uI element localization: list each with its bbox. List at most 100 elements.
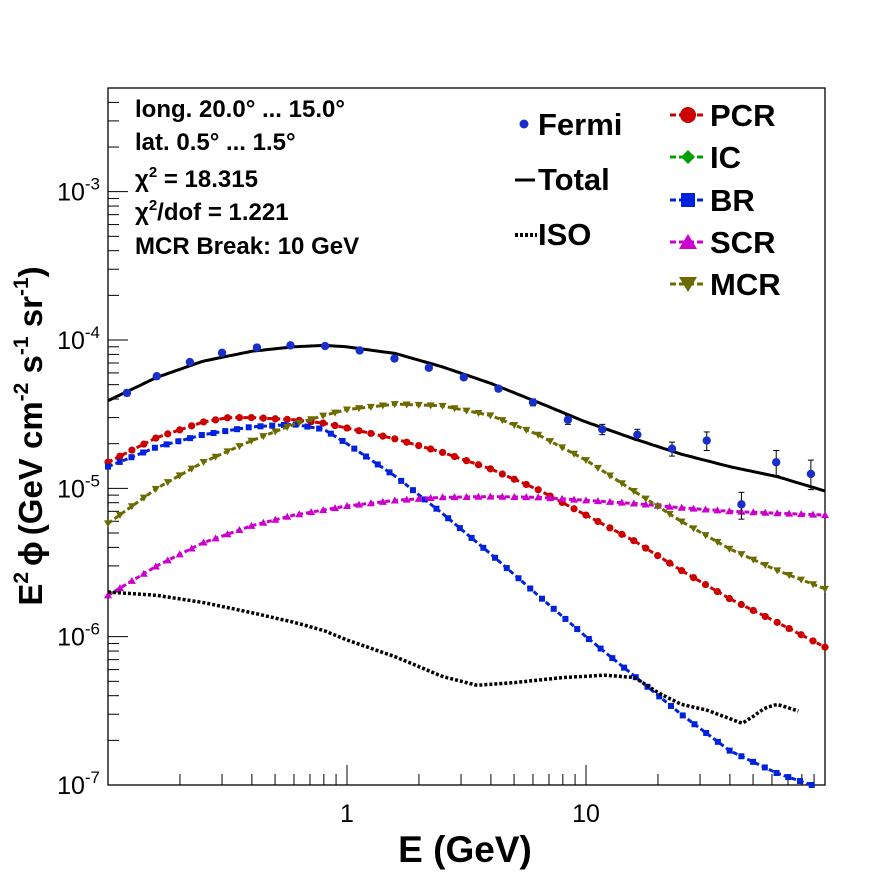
series-mcr-point (821, 585, 829, 593)
series-br-point (128, 454, 135, 461)
series-br-point (773, 770, 780, 777)
series-mcr-point (127, 503, 136, 511)
series-br-point (585, 636, 592, 643)
legend-fermi-marker (519, 119, 529, 129)
series-scr-point (402, 495, 411, 503)
y-axis-label-exp3: -1 (10, 277, 33, 296)
series-pcr-point (534, 486, 542, 494)
series-br-point (386, 469, 393, 476)
y-tick-label: 10-7 (57, 768, 100, 800)
series-br-point (515, 575, 522, 582)
series-scr-point (247, 521, 256, 529)
series-pcr-point (522, 480, 530, 489)
series-mcr-point (175, 472, 184, 480)
series-scr-point (223, 530, 232, 538)
series-mcr-point (414, 401, 423, 409)
series-scr-point (570, 495, 579, 503)
series-pcr-point (666, 559, 674, 567)
series-br-point (210, 429, 217, 436)
series-pcr-point (486, 465, 494, 473)
series-pcr-point (403, 438, 411, 446)
series-scr-point (127, 576, 136, 584)
series-pcr-point (821, 643, 829, 651)
series-mcr-point (486, 412, 495, 420)
y-axis-label-phi: ϕ (12, 541, 49, 566)
fermi-point (122, 388, 132, 398)
series-pcr-point (678, 567, 686, 575)
series-scr-point (426, 494, 435, 502)
series-scr-point (665, 502, 674, 510)
series-pcr-point (367, 429, 375, 438)
series-mcr-point (725, 545, 734, 553)
series-scr-point (175, 550, 184, 558)
series-pcr-point (355, 427, 363, 435)
series-pcr-point (379, 432, 387, 440)
series-mcr-point (558, 444, 567, 452)
series-pcr-point (570, 505, 578, 513)
series-scr-point (414, 494, 423, 502)
y-axis-label-exp1: -2 (10, 383, 33, 402)
series-mcr-point (223, 448, 232, 456)
series-mcr-point (546, 438, 555, 446)
series-pcr-point (450, 452, 459, 461)
series-mcr-point (701, 532, 710, 540)
series-scr-point (187, 544, 196, 552)
x-axis-label: E (GeV) (398, 829, 532, 870)
series-br-point (550, 605, 557, 612)
series-br-point (198, 432, 205, 439)
series-scr-point (809, 510, 818, 518)
series-mcr-point (187, 465, 196, 473)
fermi-point (185, 357, 195, 367)
series-mcr-point (534, 431, 543, 439)
series-mcr-point (605, 472, 614, 480)
series-mcr-point (199, 459, 208, 467)
series-pcr-point (642, 544, 650, 552)
series-scr-point (605, 497, 614, 505)
legend-ic-label: IC (710, 140, 741, 175)
y-axis-label-sq: 2 (10, 572, 33, 584)
series-mcr-point (211, 453, 220, 461)
series-scr-point (438, 493, 447, 501)
series-scr-point (701, 505, 710, 513)
series-mcr-point (462, 407, 471, 415)
fermi-point (494, 384, 503, 393)
series-br-point (797, 778, 804, 785)
series-pcr-point (283, 415, 291, 424)
series-pcr-point (606, 524, 614, 532)
series-scr-point (725, 507, 734, 515)
series-pcr-point (331, 421, 339, 430)
series-pcr-point (235, 413, 244, 422)
series-mcr-point (247, 437, 256, 445)
series-mcr-point (749, 556, 758, 564)
series-scr-point (486, 492, 495, 500)
series-mcr-point (426, 402, 435, 410)
series-pcr-point (630, 537, 638, 545)
series-br-point (433, 505, 440, 512)
y-axis-label-unit: (GeV cm (12, 401, 49, 535)
series-pcr-point (439, 448, 447, 457)
series-br-point (257, 423, 264, 430)
series-pcr-point (271, 415, 279, 423)
series-pcr-point (809, 637, 817, 645)
fermi-point (424, 363, 434, 372)
series-scr-point (713, 506, 722, 514)
series-pcr-point (176, 426, 184, 434)
series-scr-point (366, 499, 375, 507)
series-br-point (409, 487, 416, 494)
series-br-point (726, 747, 733, 754)
series-scr-point (259, 518, 268, 526)
series-mcr-point (104, 520, 112, 528)
series-mcr-point (809, 581, 818, 589)
series-iso-line (107, 590, 799, 725)
series-mcr-point (271, 428, 280, 436)
series-pcr-point (152, 434, 160, 442)
fermi-point (633, 430, 642, 439)
series-mcr-point (259, 433, 268, 441)
series-pcr-point (582, 511, 590, 519)
series-br-point (140, 449, 147, 456)
series-scr-point (593, 497, 602, 505)
series-scr-point (629, 499, 638, 507)
series-scr-point (331, 504, 340, 512)
series-br-point (468, 534, 475, 541)
series-br-point (621, 664, 628, 671)
